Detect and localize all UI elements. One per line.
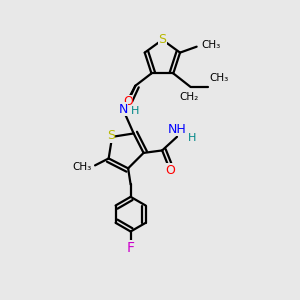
Text: H: H xyxy=(131,106,139,116)
Text: S: S xyxy=(158,33,166,46)
Text: CH₂: CH₂ xyxy=(180,92,199,103)
Text: O: O xyxy=(123,95,133,108)
Text: N: N xyxy=(118,103,128,116)
Text: O: O xyxy=(165,164,175,177)
Text: NH: NH xyxy=(168,123,186,136)
Text: H: H xyxy=(188,133,196,143)
Text: CH₃: CH₃ xyxy=(209,73,229,83)
Text: CH₃: CH₃ xyxy=(201,40,220,50)
Text: S: S xyxy=(107,129,115,142)
Text: CH₃: CH₃ xyxy=(72,162,91,172)
Text: F: F xyxy=(127,241,135,255)
